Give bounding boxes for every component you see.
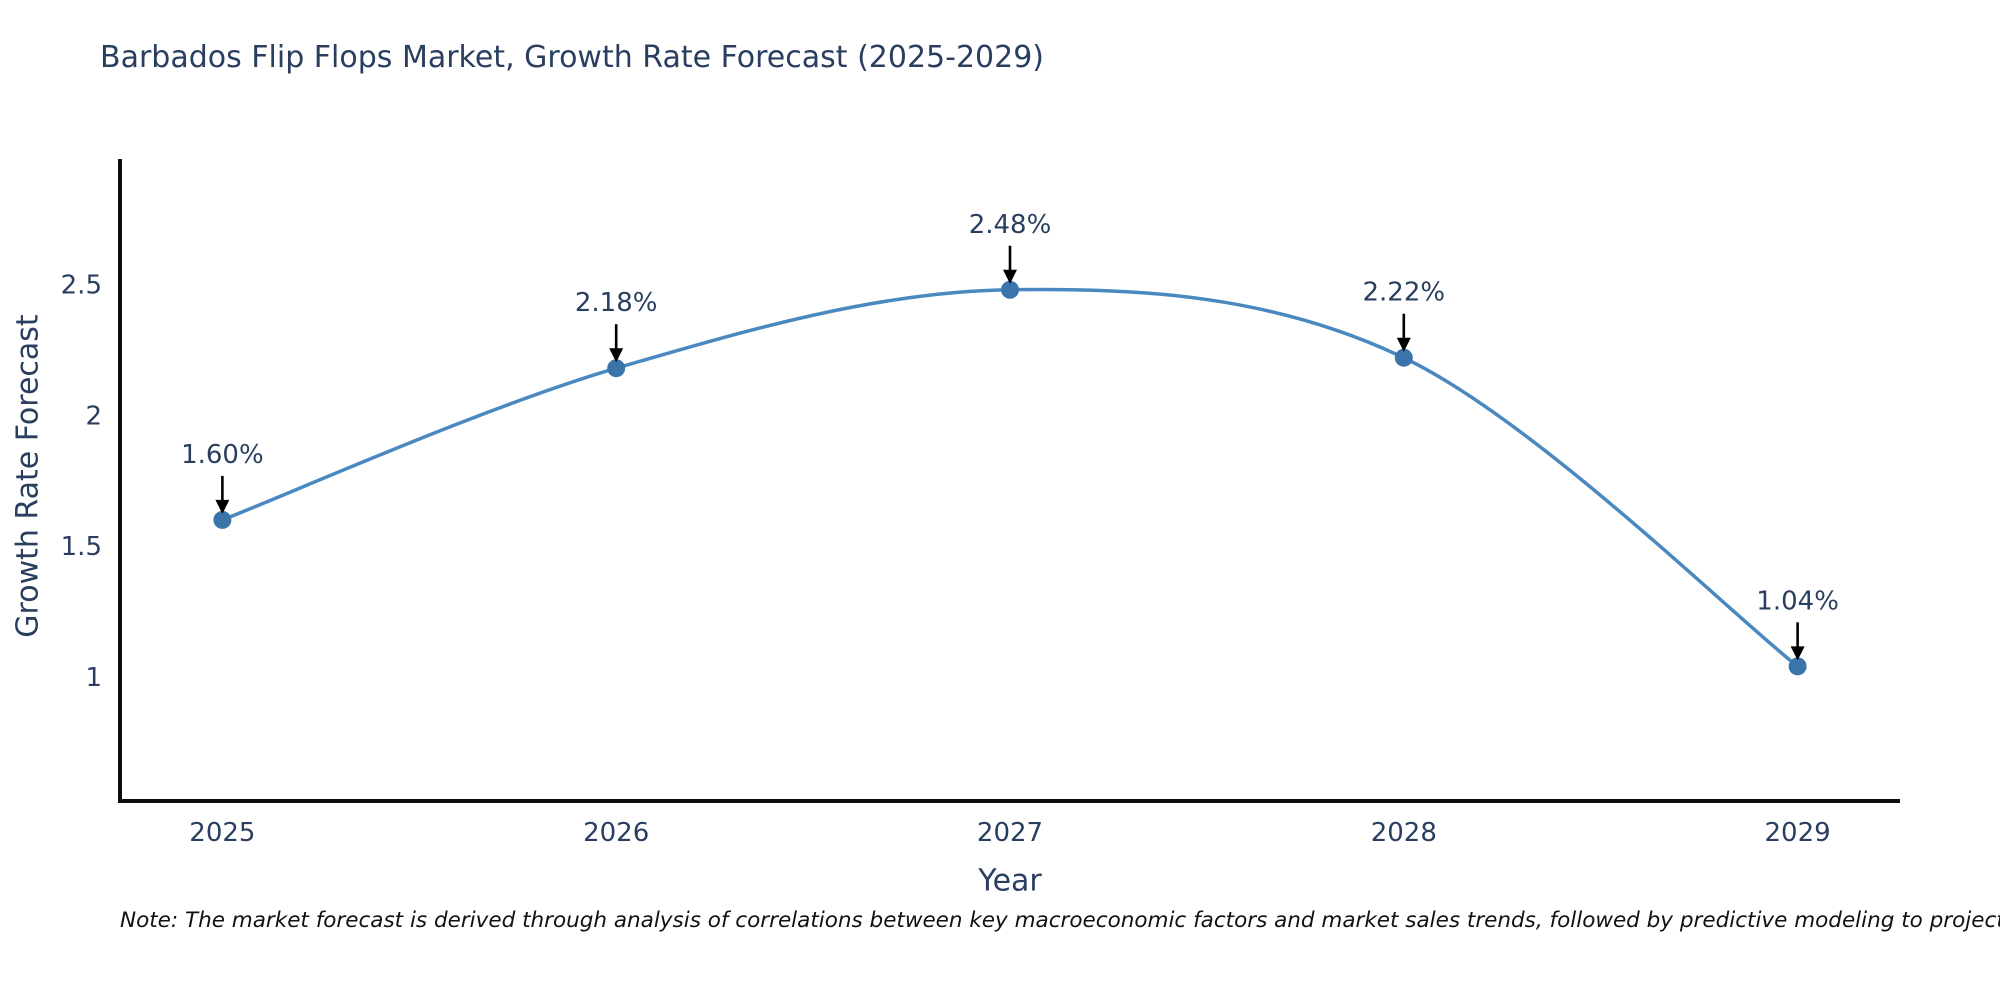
x-tick-label: 2025 — [189, 818, 255, 848]
data-point-label: 2.18% — [575, 288, 658, 318]
annotation-arrowhead-icon — [609, 348, 624, 363]
x-tick-label: 2028 — [1371, 818, 1437, 848]
data-point-marker[interactable] — [213, 510, 232, 529]
data-point-marker[interactable] — [1001, 280, 1019, 299]
annotation-arrowhead-icon — [215, 499, 230, 514]
data-point-label: 1.60% — [181, 440, 264, 470]
y-tick-label: 2 — [85, 401, 102, 431]
data-point-marker[interactable] — [607, 359, 626, 378]
data-point-label: 2.22% — [1363, 278, 1446, 308]
x-tick-label: 2029 — [1765, 818, 1831, 848]
x-tick-label: 2027 — [977, 818, 1043, 848]
data-point-marker[interactable] — [1394, 348, 1413, 367]
chart-title: Barbados Flip Flops Market, Growth Rate … — [100, 40, 1045, 75]
data-point-label: 1.04% — [1756, 586, 1839, 616]
y-tick-label: 1 — [85, 663, 102, 693]
annotation-arrowhead-icon — [1790, 646, 1805, 661]
x-axis-title: Year — [978, 863, 1042, 899]
axis-lines — [118, 159, 1900, 803]
x-tick-label: 2026 — [583, 818, 649, 848]
annotation-arrowhead-icon — [1003, 269, 1017, 284]
forecast-line — [220, 287, 1800, 669]
data-point-marker[interactable] — [1788, 657, 1807, 676]
y-tick-label: 1.5 — [61, 532, 102, 562]
footnote: Note: The market forecast is derived thr… — [120, 908, 2000, 933]
y-tick-label: 2.5 — [61, 271, 102, 301]
data-point-label: 2.48% — [969, 210, 1052, 240]
annotation-arrowhead-icon — [1396, 337, 1411, 352]
